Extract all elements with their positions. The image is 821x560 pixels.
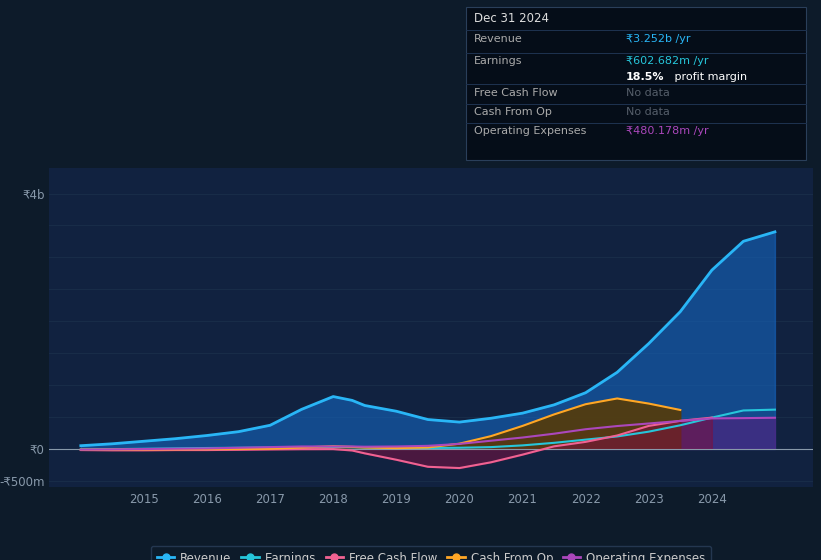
Text: Dec 31 2024: Dec 31 2024 <box>474 12 548 25</box>
Legend: Revenue, Earnings, Free Cash Flow, Cash From Op, Operating Expenses: Revenue, Earnings, Free Cash Flow, Cash … <box>151 546 711 560</box>
Text: Earnings: Earnings <box>474 57 522 67</box>
Text: ₹602.682m /yr: ₹602.682m /yr <box>626 57 708 67</box>
Text: ₹480.178m /yr: ₹480.178m /yr <box>626 126 709 136</box>
Text: Free Cash Flow: Free Cash Flow <box>474 88 557 97</box>
Text: No data: No data <box>626 107 669 117</box>
Text: profit margin: profit margin <box>671 72 747 82</box>
Text: ₹3.252b /yr: ₹3.252b /yr <box>626 34 690 44</box>
Text: Operating Expenses: Operating Expenses <box>474 126 586 136</box>
Text: Cash From Op: Cash From Op <box>474 107 552 117</box>
Text: Revenue: Revenue <box>474 34 522 44</box>
Text: No data: No data <box>626 88 669 97</box>
Text: 18.5%: 18.5% <box>626 72 664 82</box>
